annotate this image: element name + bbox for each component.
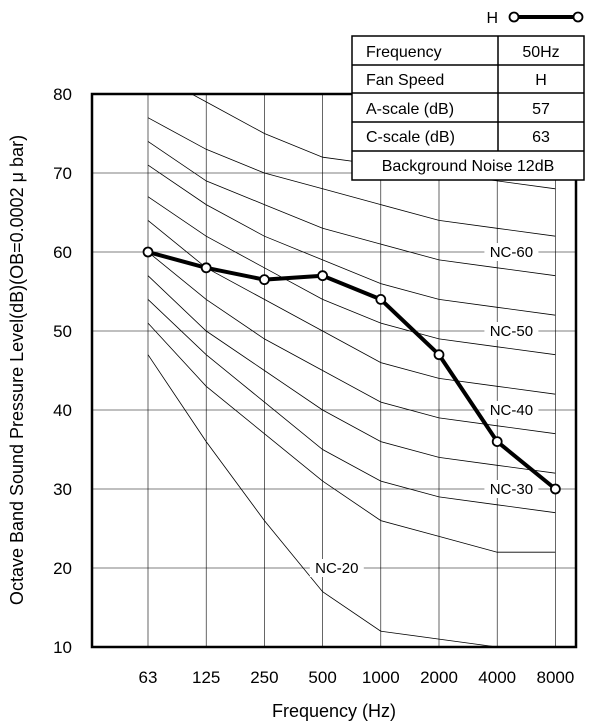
legend-label: H: [486, 10, 498, 27]
series-line: [147, 250, 557, 491]
y-tick-label: 70: [53, 164, 72, 183]
table-label-c-scale: C-scale (dB): [366, 129, 455, 146]
table-footer-background-noise: Background Noise 12dB: [382, 158, 555, 175]
nc-curve: [147, 220, 556, 395]
nc-label-background: [309, 559, 364, 577]
y-tick-label: 50: [53, 322, 72, 341]
y-tick-label: 10: [53, 638, 72, 657]
series: [142, 246, 561, 495]
x-tick-label: 125: [192, 668, 220, 687]
table-label-frequency: Frequency: [366, 44, 442, 61]
nc-labels: NC-60 NC-50 NC-40 NC-30 NC-20: [309, 243, 539, 577]
nc-label-background: [484, 480, 539, 498]
y-tick-label: 30: [53, 480, 72, 499]
y-tick-label: 40: [53, 401, 72, 420]
x-tick-label: 4000: [478, 668, 516, 687]
x-tick-label: 2000: [420, 668, 458, 687]
nc-curve: [147, 164, 556, 316]
table-label-fan-speed: Fan Speed: [366, 72, 444, 89]
x-tick-label: 500: [308, 668, 336, 687]
y-tick-label: 60: [53, 243, 72, 262]
data-point: [200, 262, 212, 274]
nc-curve: [147, 275, 556, 474]
legend: H: [486, 10, 584, 27]
plot-frame: [90, 92, 578, 649]
data-point: [433, 349, 445, 361]
nc-label-background: [484, 401, 539, 419]
x-tick-label: 250: [250, 668, 278, 687]
info-table-background: [351, 35, 585, 181]
info-table: Frequency 50Hz Fan Speed H A-scale (dB) …: [351, 35, 585, 181]
y-tick-label: 80: [53, 85, 72, 104]
nc-curve: [147, 141, 556, 277]
nc-label-background: [484, 322, 539, 340]
tick-labels: 10 20 30 40 50 60 70 80 63 125 250 500 1000 2000 4000 8…: [53, 85, 574, 687]
legend-marker-end: [572, 11, 584, 23]
data-point: [142, 246, 154, 258]
table-label-a-scale: A-scale (dB): [366, 101, 454, 118]
nc-label: NC-20: [315, 560, 358, 577]
table-value-fan-speed: H: [535, 72, 547, 89]
table-value-c-scale: 63: [532, 129, 550, 146]
nc-curve: [147, 196, 556, 356]
legend-marker-start: [508, 11, 520, 23]
nc-curve: [147, 299, 556, 514]
data-point: [317, 270, 329, 282]
table-value-a-scale: 57: [532, 101, 550, 118]
nc-label-background: [484, 243, 539, 261]
x-tick-label: 63: [139, 668, 158, 687]
nc-curve: [147, 117, 556, 237]
data-point: [550, 483, 561, 495]
nc-label: NC-60: [490, 244, 533, 261]
data-point: [375, 293, 387, 305]
data-point: [491, 436, 503, 448]
nc-label: NC-50: [490, 323, 533, 340]
nc-curve: [147, 354, 556, 647]
y-tick-label: 20: [53, 559, 72, 578]
nc-label: NC-30: [490, 481, 533, 498]
table-value-frequency: 50Hz: [522, 44, 559, 61]
y-axis-label: Octave Band Sound Pressure Level(dB)(OB=…: [7, 135, 27, 605]
x-tick-label: 1000: [362, 668, 400, 687]
x-tick-label: 8000: [536, 668, 574, 687]
nc-curve: [147, 322, 556, 553]
data-point: [258, 274, 270, 286]
x-axis-label: Frequency (Hz): [272, 701, 396, 721]
nc-label: NC-40: [490, 402, 533, 419]
